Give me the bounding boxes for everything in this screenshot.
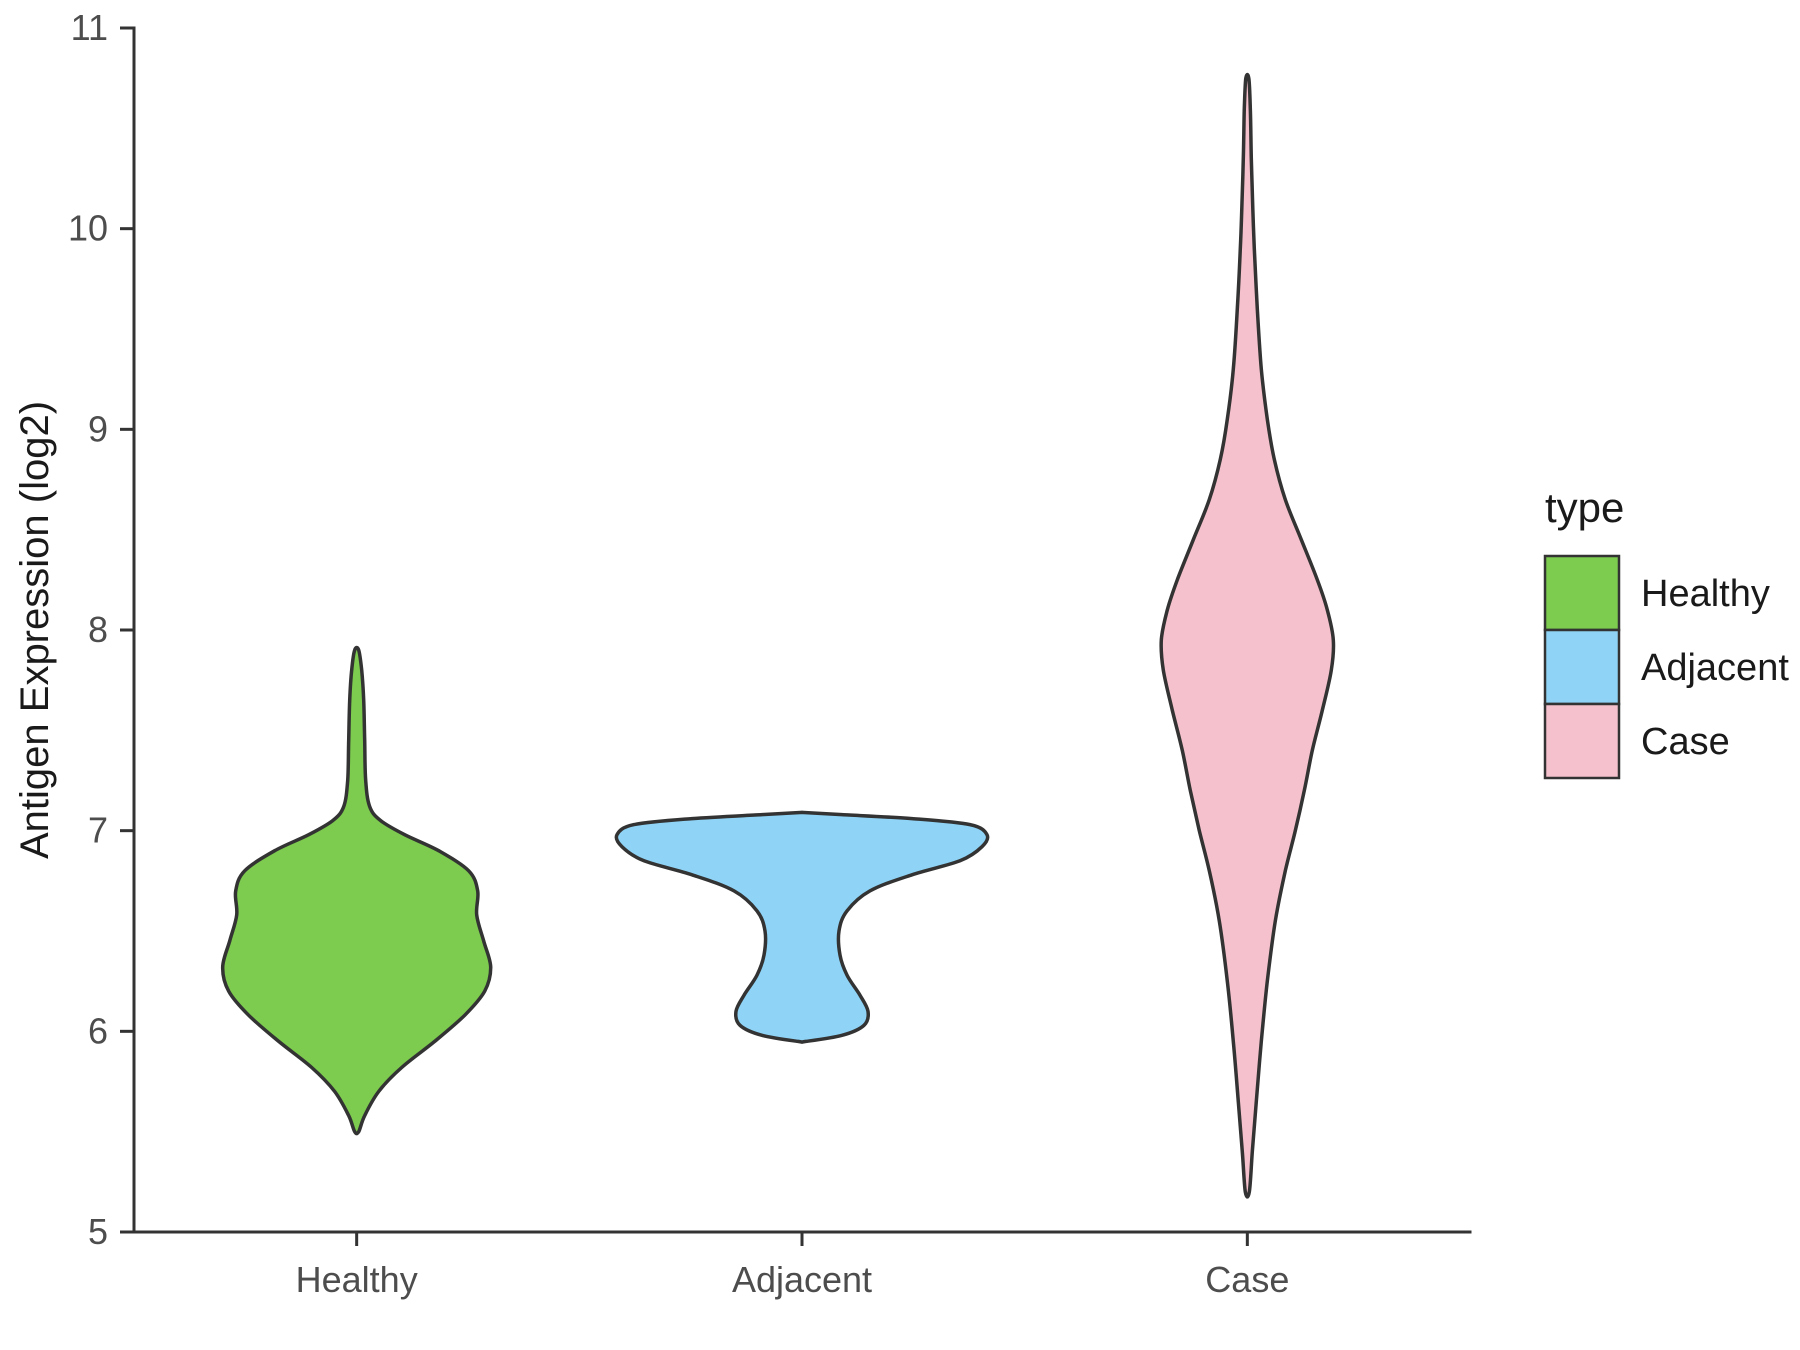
y-tick-label: 9 (88, 408, 108, 449)
legend-key-adjacent (1543, 628, 1621, 706)
legend-key-case (1543, 702, 1621, 780)
legend-key-healthy (1543, 554, 1621, 632)
legend-label-adjacent: Adjacent (1641, 647, 1789, 689)
y-tick-label: 8 (88, 609, 108, 650)
y-tick-label: 10 (68, 208, 108, 249)
violin-healthy (220, 645, 493, 1136)
legend: type Healthy Adjacent Case (1543, 484, 1789, 780)
x-tick-label-adjacent: Adjacent (732, 1259, 872, 1300)
violin-adjacent (614, 810, 990, 1044)
legend-label-healthy: Healthy (1641, 573, 1770, 615)
y-axis-title: Antigen Expression (log2) (13, 401, 57, 859)
legend-title: type (1545, 484, 1624, 531)
violin-case (1159, 72, 1336, 1199)
y-tick-label: 5 (88, 1211, 108, 1252)
y-tick-label: 7 (88, 810, 108, 851)
y-tick-label: 11 (71, 7, 108, 48)
legend-label-case: Case (1641, 721, 1730, 763)
y-tick-label: 6 (88, 1010, 108, 1051)
x-tick-label-healthy: Healthy (296, 1259, 418, 1300)
x-tick-label-case: Case (1205, 1259, 1289, 1300)
